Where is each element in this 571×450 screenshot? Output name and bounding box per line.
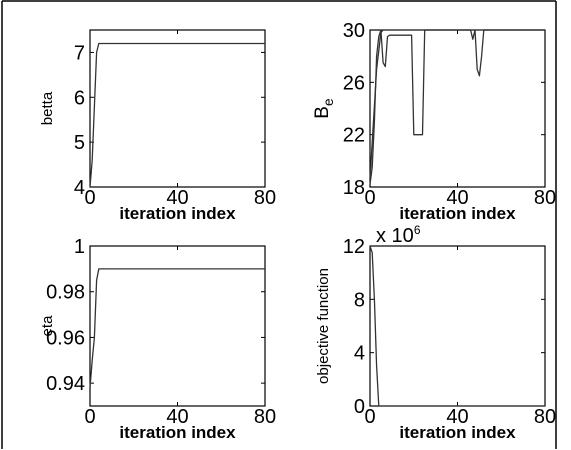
y-tick-label: 18 — [343, 177, 365, 199]
x-tick-label: 80 — [534, 406, 556, 428]
series-line-1 — [89, 42, 265, 188]
y-tick-label: 22 — [343, 125, 365, 147]
x-tick-label: 0 — [364, 187, 375, 209]
series-line-2 — [369, 29, 545, 180]
series-line-1 — [369, 245, 545, 407]
x-axis-label: iteration index — [119, 204, 236, 223]
y-tick-label: 30 — [343, 20, 365, 42]
y-tick-label: 0.98 — [46, 282, 85, 304]
y-axis-label-subscript: e — [320, 98, 336, 106]
x-axis-label: iteration index — [119, 423, 236, 442]
y-tick-label: 1 — [74, 236, 85, 258]
y-axis-label-text: B — [312, 106, 333, 119]
y-tick-label: 8 — [354, 289, 365, 311]
x-tick-label: 0 — [364, 406, 375, 428]
y-axis-label-text: betta — [39, 91, 56, 125]
y-tick-label: 4 — [354, 343, 365, 365]
x-tick-label: 40 — [166, 187, 188, 209]
subplot-2: 0 40 80 18 22 26 30 iteration index Be — [312, 20, 556, 223]
y-tick-label: 0.94 — [46, 373, 85, 395]
subplot-4: 0 40 80 0 4 8 12 iteration index objective funct… — [315, 223, 556, 442]
y-axis-label: eta — [39, 315, 56, 337]
axis-exponent-base: x 10 — [376, 225, 414, 247]
y-axis-label-text: eta — [39, 315, 56, 337]
x-tick-label: 40 — [166, 406, 188, 428]
series-line-1 — [369, 29, 545, 185]
x-axis-label: iteration index — [399, 423, 516, 442]
x-tick-label: 0 — [84, 406, 95, 428]
y-tick-label: 4 — [74, 177, 85, 199]
y-axis-label: Be — [312, 98, 336, 119]
subplot-1: 0 40 80 4 5 6 7 iteration index betta — [39, 29, 276, 223]
x-axis-label: iteration index — [399, 204, 516, 223]
series-line-1 — [89, 268, 265, 388]
y-axis-label: objective function — [315, 268, 332, 384]
y-tick-label: 0.96 — [46, 327, 85, 349]
y-axis-label: betta — [39, 91, 56, 125]
x-tick-label: 40 — [446, 406, 468, 428]
x-tick-label: 80 — [254, 187, 276, 209]
y-tick-label: 12 — [343, 236, 365, 258]
x-tick-label: 80 — [254, 406, 276, 428]
subplot-3: 0 40 80 0.94 0.96 0.98 1 iteration index eta — [39, 236, 276, 442]
x-tick-label: 80 — [534, 187, 556, 209]
y-tick-label: 0 — [354, 396, 365, 418]
axis-exponent-label: x 106 — [376, 223, 421, 247]
y-tick-label: 26 — [343, 72, 365, 94]
y-tick-label: 5 — [74, 132, 85, 154]
x-tick-label: 0 — [84, 187, 95, 209]
y-tick-label: 7 — [74, 42, 85, 64]
x-tick-label: 40 — [446, 187, 468, 209]
axis-exponent-power: 6 — [414, 223, 421, 237]
y-axis-label-text: objective function — [315, 268, 332, 384]
y-tick-label: 6 — [74, 87, 85, 109]
